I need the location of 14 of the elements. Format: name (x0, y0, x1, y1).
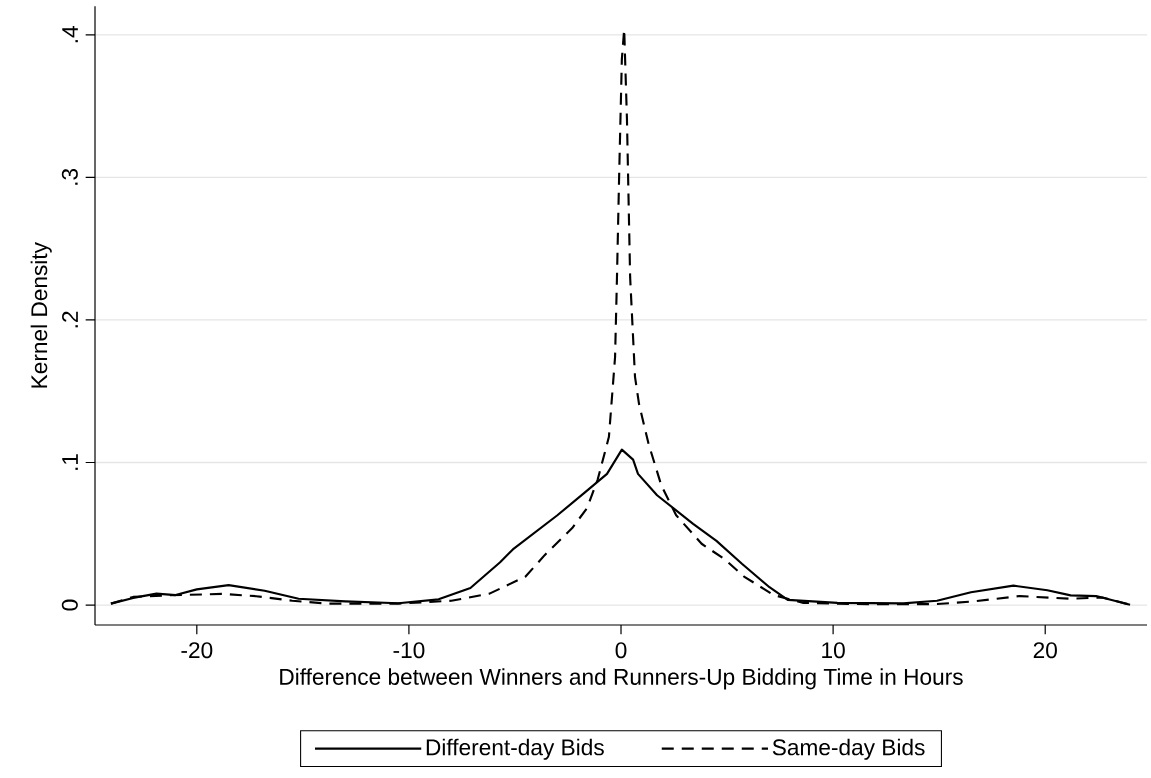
x-tick-label: 20 (1033, 642, 1057, 659)
x-tick-label: 0 (615, 642, 627, 659)
legend-label: Different-day Bids (426, 738, 604, 760)
y-tick-label: .3 (61, 168, 78, 185)
x-axis-title: Difference between Winners and Runners-Up Bidding Time in Hours (280, 668, 963, 690)
x-tick-label: -20 (181, 642, 213, 659)
y-tick-label: .4 (62, 26, 78, 43)
y-tick-label: .2 (62, 311, 78, 328)
y-tick-label: 0 (61, 599, 78, 611)
y-axis-title: Kernel Density (30, 242, 52, 388)
x-tick-label: 10 (822, 642, 845, 659)
legend-label: Same-day Bids (772, 738, 925, 760)
y-tick-label: .1 (62, 454, 78, 470)
x-tick-label: -10 (393, 642, 425, 659)
